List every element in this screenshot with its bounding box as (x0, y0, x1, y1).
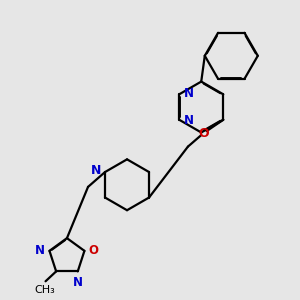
Text: N: N (183, 114, 194, 127)
Text: N: N (183, 87, 194, 100)
Text: O: O (89, 244, 99, 256)
Text: N: N (91, 164, 101, 177)
Text: N: N (73, 276, 83, 289)
Text: CH₃: CH₃ (34, 285, 55, 295)
Text: O: O (199, 127, 209, 140)
Text: N: N (35, 244, 45, 257)
